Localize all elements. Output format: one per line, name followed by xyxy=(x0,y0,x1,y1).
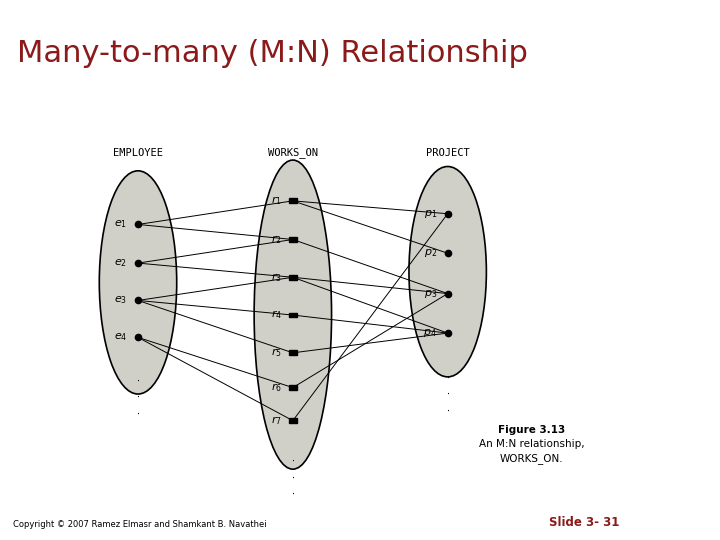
Text: $r_{4}$: $r_{4}$ xyxy=(271,309,282,321)
Text: $r_{7}$: $r_{7}$ xyxy=(271,414,282,427)
Text: $e_{4}$: $e_{4}$ xyxy=(114,332,127,343)
Text: WORKS_ON: WORKS_ON xyxy=(268,147,318,158)
Text: $p_{1}$: $p_{1}$ xyxy=(423,208,437,220)
Bar xyxy=(289,275,297,280)
Text: $r_{1}$: $r_{1}$ xyxy=(271,194,282,207)
Bar xyxy=(289,237,297,242)
Text: $r_{2}$: $r_{2}$ xyxy=(271,233,282,246)
Ellipse shape xyxy=(254,160,331,469)
Text: $r_{3}$: $r_{3}$ xyxy=(271,271,282,284)
Ellipse shape xyxy=(409,166,487,377)
Ellipse shape xyxy=(99,171,176,394)
Bar xyxy=(289,313,297,318)
Text: Copyright © 2007 Ramez Elmasr and Shamkant B. Navathei: Copyright © 2007 Ramez Elmasr and Shamka… xyxy=(14,520,267,529)
Text: Figure 3.13: Figure 3.13 xyxy=(498,425,565,435)
Text: $p_{2}$: $p_{2}$ xyxy=(423,247,437,259)
Text: $r_{5}$: $r_{5}$ xyxy=(271,347,282,359)
Bar xyxy=(289,350,297,355)
Text: PROJECT: PROJECT xyxy=(426,148,469,158)
Text: $\cdot$
$\cdot$
$\cdot$: $\cdot$ $\cdot$ $\cdot$ xyxy=(136,375,140,417)
Text: $\cdot$
$\cdot$
$\cdot$: $\cdot$ $\cdot$ $\cdot$ xyxy=(291,455,295,498)
Bar xyxy=(289,199,297,203)
Text: $p_{3}$: $p_{3}$ xyxy=(423,288,437,300)
Text: Many-to-many (M:N) Relationship: Many-to-many (M:N) Relationship xyxy=(17,39,528,68)
Text: $r_{6}$: $r_{6}$ xyxy=(271,381,282,394)
Text: $e_{3}$: $e_{3}$ xyxy=(114,294,127,306)
Bar xyxy=(289,418,297,423)
Text: $p_{4}$: $p_{4}$ xyxy=(423,327,437,339)
Text: $e_{2}$: $e_{2}$ xyxy=(114,257,127,269)
Bar xyxy=(289,385,297,390)
Text: An M:N relationship,
WORKS_ON.: An M:N relationship, WORKS_ON. xyxy=(479,439,585,464)
Text: $\cdot$
$\cdot$
$\cdot$: $\cdot$ $\cdot$ $\cdot$ xyxy=(446,372,450,415)
Text: EMPLOYEE: EMPLOYEE xyxy=(113,148,163,158)
Text: Slide 3- 31: Slide 3- 31 xyxy=(549,516,619,529)
Text: $e_{1}$: $e_{1}$ xyxy=(114,219,127,231)
